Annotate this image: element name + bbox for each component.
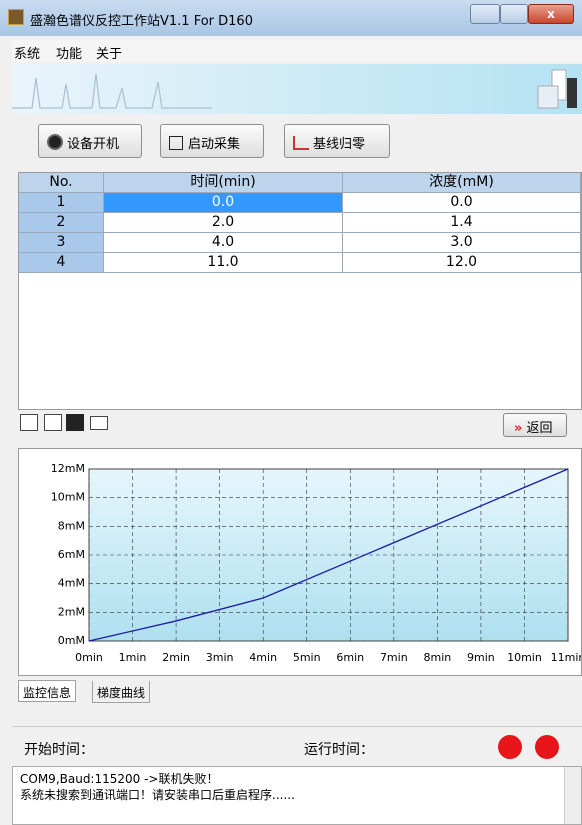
window-title: 盛瀚色谱仪反控工作站V1.1 For D160 — [30, 14, 253, 29]
y-tick-label: 8mM — [58, 519, 85, 532]
status-bar: 开始时间： 运行时间： — [12, 726, 582, 764]
maximize-button[interactable] — [500, 4, 528, 24]
chart-panel: 0mM 2mM 4mM 6mM 8mM 10mM 12mM 0min 1min 2min 3min 4… — [18, 448, 582, 676]
log-line: 系统未搜索到通讯端口！请安装串口后重启程序...... — [20, 788, 295, 802]
x-tick-label: 7min — [380, 651, 408, 664]
column-header: 浓度(mM) — [343, 173, 581, 193]
table-cell: 1.4 — [343, 213, 581, 233]
menu-item[interactable]: 关于 — [96, 47, 123, 62]
y-tick-label: 12mM — [51, 462, 85, 475]
button-label: 返回 — [526, 421, 553, 436]
x-tick-label: 1min — [119, 651, 147, 664]
status-light — [535, 735, 559, 759]
button-label: 基线归零 — [313, 137, 366, 152]
remove-row-icon[interactable] — [44, 414, 62, 431]
row-number: 4 — [19, 253, 104, 273]
row-number: 2 — [19, 213, 104, 233]
menu-item[interactable]: 功能 — [56, 47, 83, 62]
table-cell: 2.0 — [104, 213, 343, 233]
table-cell: 0.0 — [104, 193, 343, 213]
x-tick-label: 2min — [162, 651, 190, 664]
x-tick-label: 11min — [551, 651, 581, 664]
tab[interactable]: 监控信息 — [18, 680, 77, 702]
power-button[interactable]: 设备开机 — [38, 124, 142, 158]
y-tick-label: 10mM — [51, 491, 85, 504]
x-tick-label: 3min — [206, 651, 234, 664]
y-tick-label: 2mM — [58, 605, 85, 618]
column-header: No. — [19, 173, 104, 193]
menu-bar: 系统 功能 关于 — [12, 40, 582, 62]
table-cell: 3.0 — [343, 233, 581, 253]
log-panel — [12, 766, 582, 825]
app-icon — [8, 9, 24, 25]
gradient-line — [88, 468, 569, 642]
scrollbar[interactable] — [564, 767, 581, 824]
x-tick-label: 4min — [249, 651, 277, 664]
button-label: 设备开机 — [67, 137, 120, 152]
y-tick-label: 6mM — [58, 548, 85, 561]
tab[interactable]: 梯度曲线 — [92, 681, 151, 703]
x-tick-label: 6min — [336, 651, 364, 664]
x-tick-label: 5min — [293, 651, 321, 664]
log-line: COM9,Baud:115200 ->联机失败！ — [20, 772, 219, 786]
run-time-label: 运行时间： — [304, 742, 374, 758]
add-row-icon[interactable] — [20, 414, 38, 431]
x-tick-label: 8min — [423, 651, 451, 664]
table-cell: 11.0 — [104, 253, 343, 273]
banner — [12, 64, 582, 114]
table-cell: 0.0 — [343, 193, 581, 213]
banner-graphic — [12, 69, 577, 109]
table-cell: 12.0 — [343, 253, 581, 273]
gradient-table: No. 时间(min) 浓度(mM) 1 0.0 0.0 2 2.0 1.4 3 4.0 3.0 4 11… — [18, 172, 582, 410]
y-tick-label: 0mM — [58, 634, 85, 647]
minimize-button[interactable] — [470, 4, 500, 24]
x-tick-label: 10min — [507, 651, 542, 664]
back-button[interactable]: » 返回 — [503, 413, 567, 437]
menu-item[interactable]: 系统 — [14, 47, 41, 62]
gradient-chart: 0mM 2mM 4mM 6mM 8mM 10mM 12mM 0min 1min 2min 3min 4… — [51, 462, 582, 664]
row-number: 3 — [19, 233, 104, 253]
table-tools — [20, 414, 120, 432]
baseline-button[interactable]: 基线归零 — [284, 124, 390, 158]
table-cell: 4.0 — [104, 233, 343, 253]
row-number: 1 — [19, 193, 104, 213]
status-light — [498, 735, 522, 759]
y-tick-label: 4mM — [58, 577, 85, 590]
start-button[interactable]: 启动采集 — [160, 124, 264, 158]
button-label: 启动采集 — [188, 137, 241, 152]
x-tick-label: 0min — [75, 651, 103, 664]
x-tick-label: 9min — [467, 651, 495, 664]
start-time-label: 开始时间： — [24, 742, 94, 758]
open-icon[interactable] — [90, 416, 108, 430]
column-header: 时间(min) — [104, 173, 343, 193]
close-button[interactable]: x — [528, 4, 574, 24]
save-icon[interactable] — [66, 414, 84, 431]
title-bar: 盛瀚色谱仪反控工作站V1.1 For D160 x — [0, 0, 582, 36]
